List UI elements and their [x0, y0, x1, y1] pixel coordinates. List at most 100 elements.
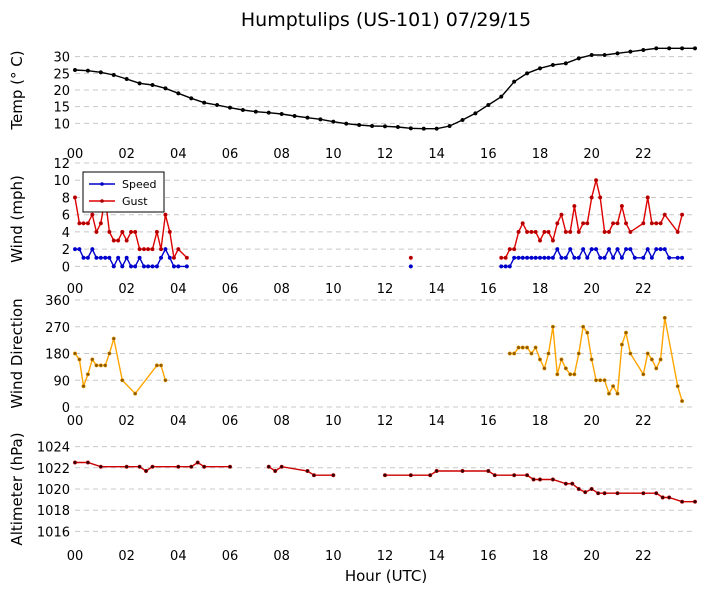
data-point: [107, 351, 112, 356]
data-point: [111, 336, 116, 341]
data-point: [594, 247, 599, 252]
data-point: [585, 255, 590, 260]
data-point: [525, 71, 530, 76]
data-point: [163, 378, 168, 383]
y-axis-label-dir: Wind Direction: [8, 298, 26, 408]
data-point: [163, 247, 168, 252]
data-point: [137, 247, 142, 252]
x-tick-label: 06: [222, 282, 239, 297]
x-tick-label: 10: [325, 549, 342, 564]
x-tick-label: 00: [67, 549, 84, 564]
data-point: [563, 481, 568, 486]
data-point: [589, 52, 594, 58]
data-point: [594, 178, 599, 183]
data-point: [408, 255, 413, 260]
data-point: [537, 66, 543, 71]
x-tick-label: 08: [273, 549, 290, 564]
data-point: [227, 464, 233, 469]
x-tick-label: 18: [532, 414, 549, 429]
data-point: [589, 357, 594, 362]
series-wind-speed: [72, 247, 685, 269]
data-point: [563, 61, 568, 66]
data-point: [124, 464, 129, 469]
data-point: [98, 363, 103, 368]
series-line: [501, 180, 683, 259]
data-point: [628, 49, 633, 54]
x-tick-label: 12: [377, 549, 394, 564]
x-tick-label: 08: [273, 414, 290, 429]
data-point: [649, 357, 654, 362]
y-tick-label: 0: [62, 401, 70, 416]
data-point: [195, 460, 200, 465]
x-tick-label: 14: [428, 549, 445, 564]
data-point: [598, 378, 603, 383]
data-point: [507, 247, 512, 252]
data-point: [550, 238, 555, 243]
y-tick-label: 8: [62, 191, 70, 206]
data-point: [658, 357, 663, 362]
x-tick-label: 08: [273, 147, 290, 162]
data-point: [520, 221, 525, 226]
data-point: [572, 204, 577, 209]
y-tick-label: 10: [53, 117, 70, 132]
data-point: [90, 247, 95, 252]
series-wind-gust: [72, 178, 685, 261]
data-point: [615, 247, 620, 252]
data-point: [395, 124, 400, 130]
data-point: [85, 68, 90, 73]
series-line: [74, 47, 695, 130]
data-point: [81, 255, 86, 260]
data-point: [98, 70, 103, 75]
data-point: [141, 264, 147, 269]
data-point: [555, 247, 560, 252]
data-point: [680, 212, 685, 217]
data-point: [680, 499, 685, 504]
data-point: [615, 391, 620, 396]
data-point: [529, 351, 534, 356]
data-point: [382, 124, 388, 129]
data-point: [623, 221, 629, 226]
data-point: [311, 473, 317, 478]
data-point: [675, 255, 680, 260]
data-point: [645, 195, 650, 200]
x-tick-label: 04: [170, 549, 187, 564]
data-point: [137, 464, 142, 469]
data-point: [568, 229, 573, 234]
data-point: [133, 391, 138, 396]
data-point: [589, 247, 594, 252]
data-point: [658, 247, 663, 252]
data-point: [628, 351, 633, 356]
data-point: [602, 378, 607, 383]
data-point: [81, 384, 86, 389]
data-point: [116, 238, 121, 243]
data-point: [581, 221, 586, 226]
data-point: [589, 195, 594, 200]
x-tick-label: 10: [325, 414, 342, 429]
data-point: [660, 495, 665, 500]
data-point: [189, 464, 194, 469]
data-point: [357, 122, 362, 128]
data-point: [85, 221, 90, 226]
data-point: [623, 330, 629, 335]
y-tick-label: 6: [62, 209, 70, 224]
x-tick-label: 02: [118, 549, 135, 564]
data-point: [103, 255, 108, 260]
data-point: [525, 473, 530, 478]
data-point: [305, 115, 310, 120]
data-point: [120, 229, 125, 234]
data-point: [576, 486, 581, 492]
data-point: [72, 195, 78, 200]
y-tick-label: 1024: [37, 441, 70, 456]
data-point: [176, 91, 181, 96]
data-point: [460, 117, 465, 123]
data-point: [572, 255, 577, 260]
x-tick-label: 04: [170, 282, 187, 297]
data-point: [120, 264, 125, 269]
data-point: [111, 264, 116, 269]
data-point: [408, 473, 413, 478]
x-tick-label: 22: [635, 147, 652, 162]
data-point: [559, 357, 564, 362]
data-point: [576, 351, 581, 356]
data-point: [486, 468, 491, 474]
